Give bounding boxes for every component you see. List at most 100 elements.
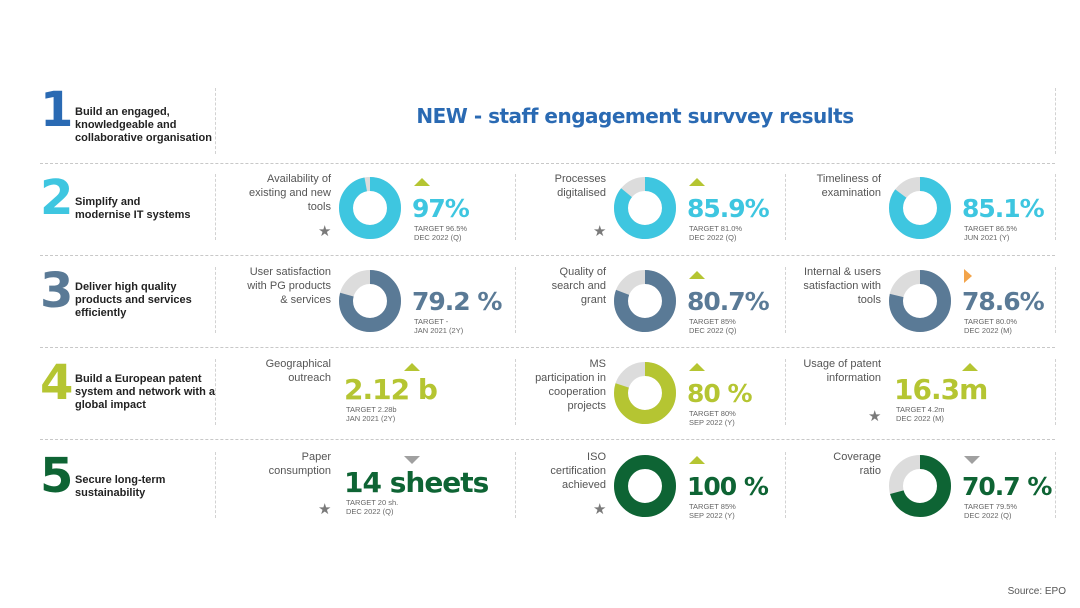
- kpi-target: TARGET 4.2m: [896, 405, 945, 414]
- donut-value-arc: [339, 270, 401, 332]
- column-divider: [215, 359, 216, 425]
- kpi-card: MS participation in cooperation projects 80 …: [515, 357, 785, 437]
- kpi-target: TARGET -: [414, 317, 449, 326]
- kpi-label: Quality of search and grant: [505, 265, 606, 307]
- kpi-value: 100 %: [687, 472, 769, 501]
- column-divider: [785, 452, 786, 518]
- kpi-label-line: cooperation: [548, 386, 607, 398]
- objective-title-line: Secure long-term: [75, 474, 166, 486]
- donut-chart: [614, 177, 676, 239]
- kpi-label: Internal & users satisfaction with tools: [780, 265, 881, 307]
- kpi-label: Availability of existing and new tools: [230, 172, 331, 214]
- headline: NEW - staff engagement survvey results: [416, 104, 854, 128]
- kpi-card: Processes digitalised ★ 85.9% TARGET 81.0% DE…: [515, 172, 785, 252]
- objective-row: 4 Build a European patent system and netwo…: [40, 357, 1055, 435]
- objective-number: 3: [40, 263, 73, 319]
- source-note: Source: EPO: [1007, 586, 1066, 597]
- column-divider: [785, 174, 786, 240]
- donut-chart: [614, 455, 676, 517]
- kpi-card: Geographical outreach 2.12 b TARGET 2.28b JA…: [240, 357, 510, 437]
- kpi-label-line: Paper: [301, 451, 331, 463]
- star-icon: ★: [318, 501, 332, 518]
- kpi-target: TARGET 20 sh.: [346, 498, 399, 507]
- column-divider: [1055, 452, 1056, 518]
- kpi-date: DEC 2022 (Q): [964, 511, 1012, 520]
- objective-title: Build a European patent system and networ…: [75, 373, 220, 412]
- trend-up-icon: [414, 178, 430, 186]
- kpi-label-line: tools: [857, 294, 881, 306]
- column-divider: [1055, 174, 1056, 240]
- kpi-label-line: existing and new: [249, 187, 331, 199]
- kpi-label: User satisfaction with PG products & servi…: [230, 265, 331, 307]
- objective-title-line: efficiently: [75, 307, 127, 319]
- kpi-card: Timeliness of examination 85.1% TARGET 86.5…: [790, 172, 1060, 252]
- kpi-value: 70.7 %: [962, 472, 1052, 501]
- kpi-target: TARGET 85%: [689, 502, 736, 511]
- kpi-date: DEC 2022 (M): [964, 326, 1012, 335]
- objective-number: 1: [40, 82, 73, 138]
- objective-block: 3 Deliver high quality products and servic…: [40, 265, 215, 343]
- kpi-label-line: Availability of: [267, 173, 331, 185]
- row-divider: [40, 255, 1055, 256]
- objective-row: 5 Secure long-term sustainability: [40, 450, 1055, 528]
- kpi-target: TARGET 80%: [689, 409, 736, 418]
- objective-title: Simplify and modernise IT systems: [75, 196, 220, 222]
- objective-title: Build an engaged, knowledgeable and collab…: [75, 106, 220, 145]
- kpi-value: 78.6%: [962, 287, 1045, 316]
- column-divider: [215, 452, 216, 518]
- donut-chart: [889, 270, 951, 332]
- kpi-card: Quality of search and grant 80.7% TARGET 85%…: [515, 265, 785, 345]
- kpi-label-line: Timeliness of: [816, 173, 881, 185]
- kpi-value: 85.9%: [687, 194, 770, 223]
- objective-row: 3 Deliver high quality products and servic…: [40, 265, 1055, 343]
- kpi-value: 14 sheets: [344, 466, 489, 499]
- column-divider: [515, 359, 516, 425]
- kpi-target: TARGET 80.0%: [964, 317, 1018, 326]
- kpi-date: DEC 2022 (Q): [414, 233, 462, 242]
- objective-block: 1 Build an engaged, knowledgeable and colla…: [40, 86, 215, 164]
- objective-title-line: Simplify and: [75, 196, 141, 208]
- kpi-target: TARGET 79.5%: [964, 502, 1018, 511]
- donut-value-arc: [339, 177, 401, 239]
- donut-value-arc: [614, 177, 676, 239]
- kpi-label-line: achieved: [561, 479, 606, 491]
- star-icon: ★: [868, 408, 882, 425]
- star-icon: ★: [593, 501, 607, 518]
- objective-title-line: sustainability: [75, 487, 146, 499]
- donut-chart: [614, 270, 676, 332]
- kpi-label: Usage of patent information: [780, 357, 881, 385]
- kpi-label-line: tools: [307, 201, 331, 213]
- kpi-label-line: search and: [551, 280, 606, 292]
- objective-title-line: modernise IT systems: [75, 209, 191, 221]
- kpi-card: Internal & users satisfaction with tools 78…: [790, 265, 1060, 345]
- column-divider: [215, 88, 216, 154]
- kpi-date: DEC 2022 (Q): [689, 233, 737, 242]
- kpi-value: 16.3m: [894, 373, 988, 406]
- donut-value-arc: [614, 270, 676, 332]
- star-icon: ★: [593, 223, 607, 240]
- column-divider: [1055, 88, 1056, 154]
- kpi-value: 97%: [412, 194, 470, 223]
- trend-down-icon: [964, 456, 980, 464]
- kpi-date: DEC 2022 (M): [896, 414, 944, 423]
- kpi-label-line: Quality of: [559, 266, 606, 278]
- kpi-date: DEC 2022 (Q): [689, 326, 737, 335]
- kpi-label-line: User satisfaction: [249, 266, 331, 278]
- objective-title-line: products and services: [75, 294, 192, 306]
- objective-title-line: Deliver high quality: [75, 281, 177, 293]
- objective-block: 4 Build a European patent system and netwo…: [40, 357, 215, 435]
- kpi-label-line: certification: [550, 465, 606, 477]
- kpi-label-line: consumption: [268, 465, 331, 477]
- kpi-date: SEP 2022 (Y): [689, 418, 735, 427]
- objective-title-line: collaborative organisation: [75, 132, 212, 144]
- column-divider: [515, 452, 516, 518]
- kpi-label-line: MS: [589, 358, 607, 370]
- kpi-label-line: outreach: [288, 372, 331, 384]
- objective-number: 5: [40, 448, 73, 504]
- trend-up-icon: [962, 363, 978, 371]
- objective-title: Deliver high quality products and service…: [75, 281, 220, 320]
- trend-up-icon: [689, 178, 705, 186]
- kpi-label-line: Usage of patent: [803, 358, 881, 370]
- kpi-label-line: Coverage: [833, 451, 881, 463]
- objective-title-line: knowledgeable and: [75, 119, 177, 131]
